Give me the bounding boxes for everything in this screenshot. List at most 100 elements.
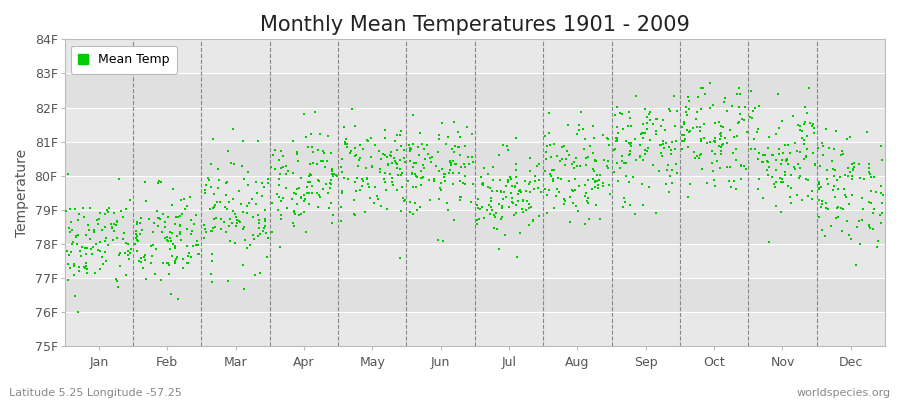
Point — [799, 146, 814, 153]
Point — [524, 204, 538, 210]
Point — [207, 216, 221, 222]
Point — [728, 157, 742, 163]
Point — [549, 193, 563, 199]
Point — [795, 128, 809, 134]
Point — [410, 174, 424, 180]
Point — [436, 238, 451, 245]
Point — [750, 129, 764, 135]
Point — [397, 198, 411, 204]
Point — [861, 169, 876, 175]
Point — [306, 160, 320, 167]
Point — [783, 150, 797, 156]
Point — [806, 130, 821, 136]
Point — [377, 179, 392, 185]
Point — [94, 227, 109, 234]
Point — [551, 174, 565, 181]
Point — [338, 140, 352, 146]
Point — [385, 175, 400, 182]
Point — [689, 123, 704, 130]
Point — [139, 179, 153, 186]
Point — [706, 168, 720, 174]
Point — [343, 150, 357, 156]
Point — [505, 195, 519, 201]
Point — [580, 200, 595, 206]
Point — [87, 270, 102, 276]
Point — [347, 145, 362, 151]
Point — [104, 221, 118, 228]
Point — [855, 206, 869, 212]
Point — [758, 152, 772, 158]
Point — [190, 251, 204, 258]
Point — [514, 189, 528, 195]
Point — [164, 291, 178, 297]
Point — [600, 163, 615, 169]
Bar — [65, 176, 885, 210]
Point — [360, 175, 374, 182]
Point — [69, 234, 84, 240]
Point — [353, 155, 367, 162]
Point — [656, 117, 670, 123]
Point — [394, 184, 409, 190]
Point — [840, 136, 854, 142]
Point — [286, 223, 301, 230]
Bar — [65, 108, 885, 142]
Point — [394, 143, 409, 149]
Point — [321, 205, 336, 211]
Text: worldspecies.org: worldspecies.org — [796, 388, 891, 398]
Point — [288, 210, 302, 217]
Point — [756, 151, 770, 158]
Point — [694, 138, 708, 144]
Point — [87, 229, 102, 236]
Point — [778, 158, 793, 164]
Point — [827, 183, 842, 190]
Point — [579, 221, 593, 227]
Point — [273, 182, 287, 188]
Point — [653, 142, 668, 148]
Point — [700, 140, 715, 146]
Bar — [65, 39, 885, 74]
Point — [245, 195, 259, 202]
Point — [447, 119, 462, 126]
Point — [702, 80, 716, 86]
Point — [409, 184, 423, 190]
Point — [394, 172, 409, 178]
Point — [170, 214, 184, 220]
Point — [353, 187, 367, 194]
Point — [836, 150, 850, 157]
Point — [290, 151, 304, 157]
Point — [819, 205, 833, 211]
Point — [417, 145, 431, 152]
Point — [686, 125, 700, 131]
Point — [518, 178, 532, 184]
Point — [284, 196, 299, 202]
Point — [160, 234, 175, 240]
Point — [358, 164, 373, 171]
Point — [371, 196, 385, 202]
Point — [202, 177, 216, 183]
Point — [543, 170, 557, 177]
Point — [788, 140, 802, 146]
Bar — [65, 312, 885, 346]
Point — [299, 229, 313, 235]
Point — [464, 198, 479, 205]
Point — [780, 160, 795, 167]
Point — [669, 138, 683, 144]
Point — [59, 208, 74, 214]
Point — [508, 202, 523, 208]
Point — [432, 167, 446, 174]
Point — [820, 166, 834, 173]
Point — [544, 167, 559, 173]
Point — [668, 123, 682, 129]
Point — [475, 182, 490, 188]
Point — [661, 167, 675, 173]
Point — [69, 233, 84, 239]
Point — [425, 154, 439, 160]
Point — [531, 212, 545, 219]
Point — [845, 176, 859, 182]
Point — [446, 149, 461, 155]
Point — [643, 109, 657, 116]
Point — [393, 132, 408, 138]
Point — [732, 104, 746, 110]
Point — [503, 190, 517, 196]
Point — [248, 178, 263, 185]
